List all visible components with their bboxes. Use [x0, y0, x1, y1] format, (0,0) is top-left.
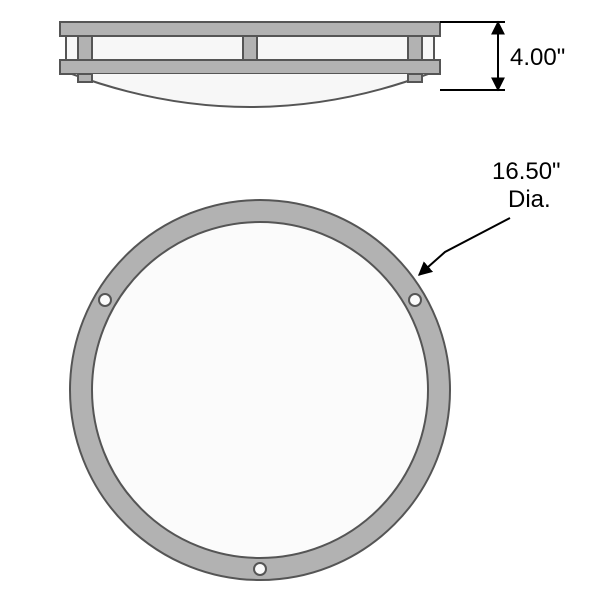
side-view [60, 22, 440, 107]
screw-icon [99, 294, 111, 306]
top-view [70, 200, 450, 580]
technical-drawing [0, 0, 600, 600]
screw-icon [409, 294, 421, 306]
dimension-height-label: 4.00" [510, 44, 565, 73]
dimension-diameter-leader [419, 218, 510, 275]
dimension-diameter-label-line2: Dia. [508, 186, 551, 215]
dimension-diameter-label-line1: 16.50" [492, 158, 561, 187]
screw-icon [254, 563, 266, 575]
dimension-height [440, 22, 505, 90]
